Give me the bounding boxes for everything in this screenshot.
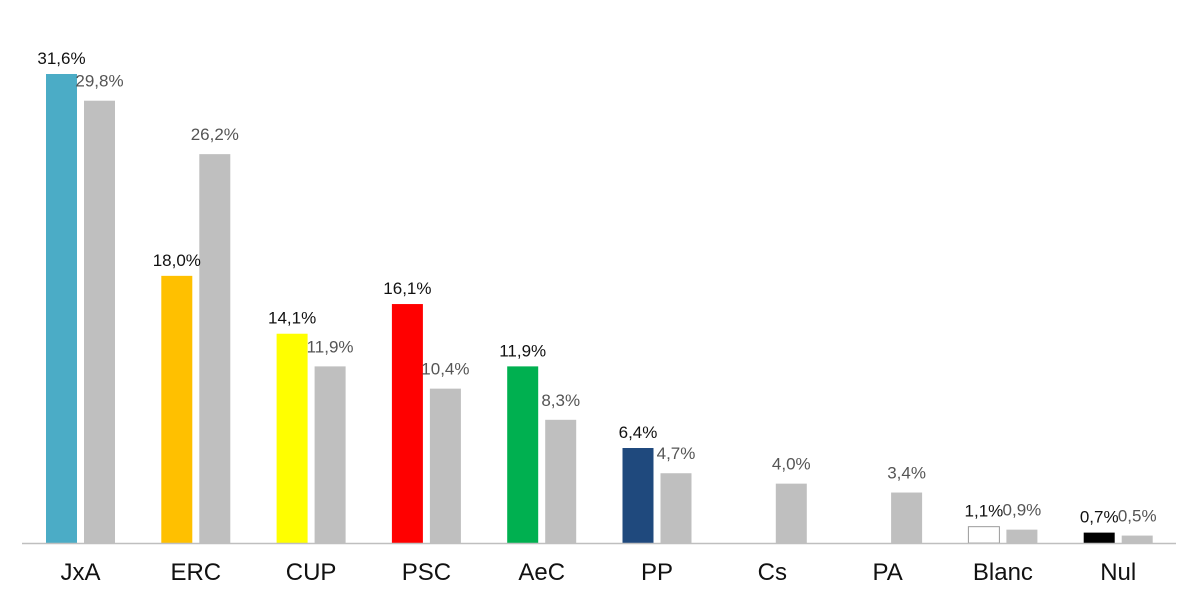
x-tick-label-pa: PA xyxy=(872,559,902,586)
value-label-current-erc: 18,0% xyxy=(153,251,201,270)
x-tick-label-cup: CUP xyxy=(286,559,337,586)
x-tick-label-jxa: JxA xyxy=(60,559,100,586)
bar-previous-nul xyxy=(1121,535,1153,543)
value-label-current-nul: 0,7% xyxy=(1080,508,1119,527)
value-label-current-pp: 6,4% xyxy=(619,423,658,442)
bar-previous-jxa xyxy=(84,100,115,544)
bar-current-psc xyxy=(391,304,423,543)
current-series-bars xyxy=(46,74,1115,544)
bar-current-nul xyxy=(1083,532,1115,543)
value-label-previous-cs: 4,0% xyxy=(772,455,811,474)
bar-previous-psc xyxy=(429,388,461,543)
bar-previous-pp xyxy=(660,473,692,543)
previous-series-bars xyxy=(84,100,1153,544)
value-label-previous-pp: 4,7% xyxy=(657,444,696,463)
value-label-previous-cup: 11,9% xyxy=(307,337,354,356)
x-tick-label-nul: Nul xyxy=(1100,559,1136,586)
value-label-previous-blanc: 0,9% xyxy=(1003,501,1042,520)
x-tick-label-pp: PP xyxy=(641,559,673,586)
x-tick-labels: JxA ERC CUP PSC AeC PP Cs PA Blanc Nul xyxy=(60,559,1136,586)
x-tick-label-erc: ERC xyxy=(170,559,221,586)
bar-previous-blanc xyxy=(1006,529,1038,543)
x-tick-label-psc: PSC xyxy=(402,559,451,586)
value-label-current-cup: 14,1% xyxy=(268,309,316,328)
x-tick-label-aec: AeC xyxy=(518,559,565,586)
x-tick-label-blanc: Blanc xyxy=(973,559,1033,586)
x-tick-label-cs: Cs xyxy=(758,559,787,586)
value-label-current-blanc: 1,1% xyxy=(965,502,1004,521)
value-label-previous-aec: 8,3% xyxy=(541,391,580,410)
value-label-previous-nul: 0,5% xyxy=(1118,507,1157,526)
value-labels: 31,6% 29,8% 18,0% 26,2% 14,1% 11,9% 16,1% 10,4%… xyxy=(37,49,1156,527)
bar-previous-cs xyxy=(775,483,807,543)
value-label-current-jxa: 31,6% xyxy=(37,49,85,68)
bar-current-blanc xyxy=(967,526,1000,544)
bar-previous-pa xyxy=(891,492,923,543)
bar-current-jxa xyxy=(46,74,77,543)
bar-current-erc xyxy=(161,275,193,543)
bar-previous-aec xyxy=(545,419,577,543)
value-label-previous-jxa: 29,8% xyxy=(75,72,123,91)
bar-current-aec xyxy=(507,366,539,543)
value-label-previous-psc: 10,4% xyxy=(421,360,469,379)
bar-current-pp xyxy=(622,448,654,543)
bar-previous-cup xyxy=(314,366,346,543)
value-label-previous-pa: 3,4% xyxy=(887,464,926,483)
value-label-current-aec: 11,9% xyxy=(499,341,546,360)
value-label-current-psc: 16,1% xyxy=(383,279,431,298)
value-label-previous-erc: 26,2% xyxy=(191,125,239,144)
bar-current-cup xyxy=(276,333,308,543)
bar-previous-erc xyxy=(199,154,231,543)
